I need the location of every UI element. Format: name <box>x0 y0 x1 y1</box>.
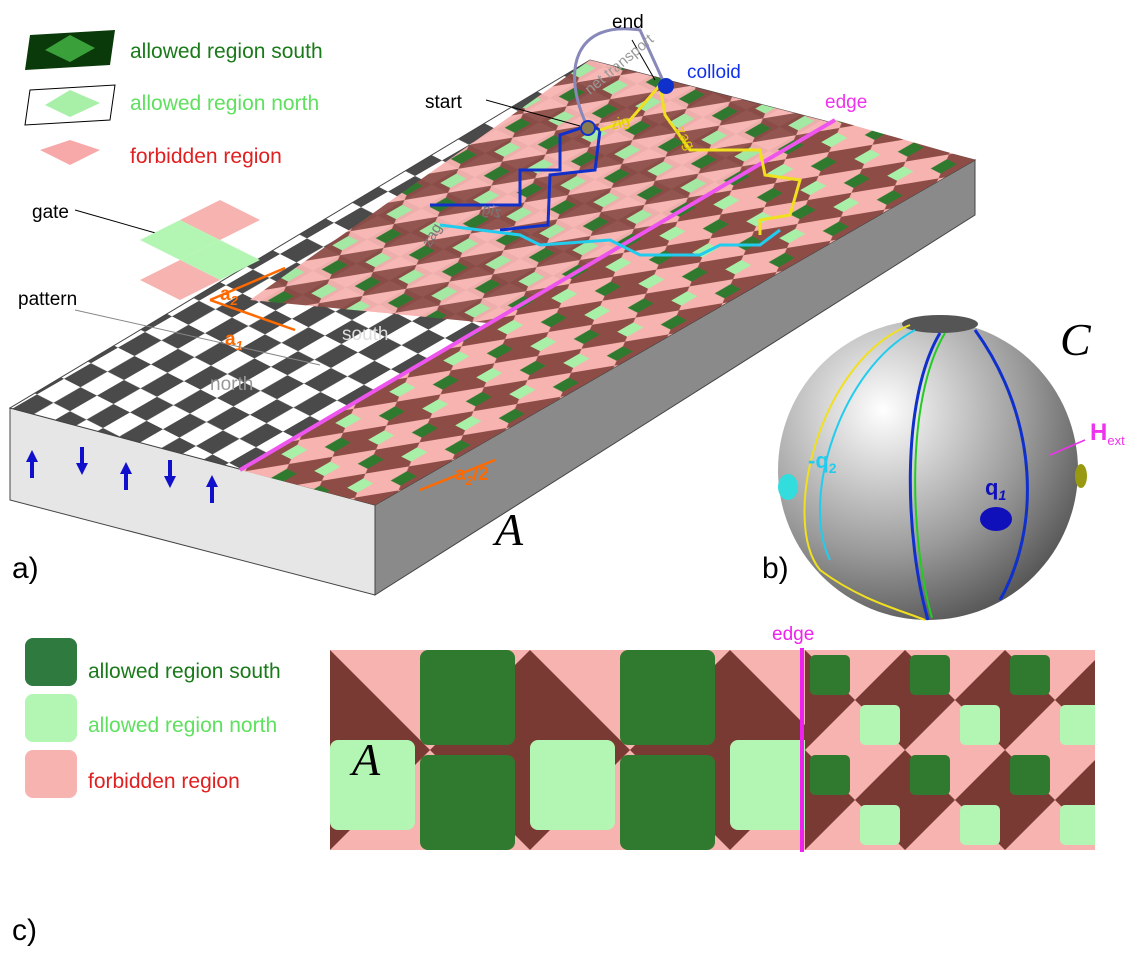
arrow <box>206 475 218 503</box>
sphere-hole <box>902 315 978 333</box>
t: 2 <box>465 473 474 488</box>
loop-green <box>914 332 946 619</box>
t: H <box>1090 419 1107 446</box>
start-leader <box>485 99 581 127</box>
trajectory-forward <box>599 81 802 235</box>
lattice-vectors <box>209 266 496 492</box>
region-label: A <box>492 504 524 555</box>
net-transport-arrow <box>573 27 667 129</box>
panel-label: c) <box>12 914 37 947</box>
t: ext <box>1107 433 1125 448</box>
arrow <box>164 460 176 488</box>
swatch-north-inner <box>45 90 100 117</box>
q2-marker <box>778 474 798 500</box>
zig-back-label: zig <box>480 200 503 221</box>
pattern-label: pattern <box>18 289 77 310</box>
t: -q <box>808 448 829 473</box>
loop-cyan <box>818 329 916 561</box>
legend-label: allowed region north <box>130 92 319 115</box>
t: a <box>225 329 236 350</box>
gate-cell <box>140 260 220 300</box>
zig-label: zig <box>609 112 632 133</box>
panel-label: b) <box>762 552 789 585</box>
arrow <box>76 447 88 475</box>
legend-label: allowed region south <box>88 660 281 683</box>
start-marker <box>580 120 596 136</box>
arrow <box>120 462 132 490</box>
region-back <box>250 60 975 330</box>
side-marker <box>1075 464 1087 488</box>
q1-marker <box>980 507 1012 531</box>
field-arrow <box>1049 439 1086 456</box>
a2-half-label: a2/2 <box>455 464 489 488</box>
swatch-south-inner <box>45 35 95 62</box>
edge-line <box>238 118 837 472</box>
arrow <box>26 450 38 478</box>
edge-label: edge <box>825 92 867 113</box>
loop-yellow <box>803 324 926 621</box>
legend-label: allowed region south <box>130 40 323 63</box>
legend-label: forbidden region <box>130 145 282 168</box>
trajectory-back <box>439 223 781 257</box>
pattern-right <box>805 650 1095 850</box>
end-label: end <box>612 12 644 33</box>
legend-label: forbidden region <box>88 770 240 793</box>
a1-label: a1 <box>225 329 243 353</box>
vector-a2 <box>209 266 286 302</box>
pattern-leader <box>74 309 321 366</box>
t: 1 <box>236 338 243 353</box>
spin-arrows <box>26 447 218 503</box>
panel-label: a) <box>12 552 39 585</box>
swatch-north <box>25 694 77 742</box>
field-label: Hext <box>1090 419 1125 448</box>
end-leader <box>631 39 656 81</box>
region-right <box>240 120 975 505</box>
t: 2 <box>230 293 239 308</box>
gate-label: gate <box>32 202 69 223</box>
swatch-forbidden <box>25 750 77 798</box>
legend-label: allowed region north <box>88 714 277 737</box>
t: 2 <box>829 460 837 476</box>
t: 1 <box>998 487 1006 503</box>
start-label: start <box>425 92 463 113</box>
space-label: C <box>1060 314 1092 365</box>
edge-label: edge <box>772 624 814 645</box>
vector-a2-half <box>419 458 496 492</box>
t: a <box>220 284 231 305</box>
q2-label: -q2 <box>808 448 837 476</box>
region-label: A <box>349 734 381 785</box>
gate-cell <box>180 200 260 240</box>
colloid-marker <box>658 78 674 94</box>
north-label: north <box>210 374 253 395</box>
pattern-left <box>330 650 805 850</box>
colloid-label: colloid <box>687 62 741 83</box>
loop-blue <box>908 329 1029 621</box>
t: a <box>455 464 466 485</box>
t: /2 <box>473 464 489 485</box>
swatch-forbidden <box>40 140 100 165</box>
swatch-south <box>25 638 77 686</box>
south-label: south <box>342 324 388 345</box>
a2-label: a2 <box>220 284 239 308</box>
q1-label: q1 <box>985 475 1006 503</box>
t: q <box>985 475 998 500</box>
vector-a1 <box>209 298 296 332</box>
